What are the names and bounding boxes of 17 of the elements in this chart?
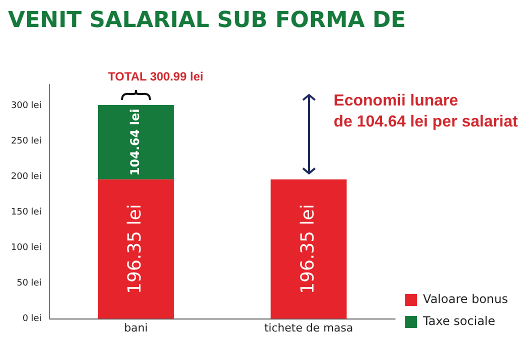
total-label: TOTAL 300.99 lei <box>108 69 204 84</box>
legend-label: Valoare bonus <box>423 292 508 306</box>
x-tick-label: bani <box>124 321 148 334</box>
y-tick-label: 0 lei <box>22 314 42 324</box>
y-tick-label: 200 lei <box>11 172 42 182</box>
y-tick-label: 100 lei <box>11 243 42 254</box>
data-label: 196.35 lei <box>297 204 318 294</box>
data-label: 104.64 lei <box>128 108 142 176</box>
data-label: 196.35 lei <box>124 204 146 294</box>
y-tick-label: 150 lei <box>11 208 42 218</box>
annotation: Economii lunare de 104.64 lei per salariat <box>334 92 518 130</box>
legend-label: Taxe sociale <box>422 314 496 328</box>
y-tick-label: 50 lei <box>16 278 42 289</box>
y-tick-label: 300 lei <box>11 101 42 112</box>
chart-title: VENIT SALARIAL SUB FORMA DE <box>8 8 406 33</box>
x-tick-label: tichete de masa <box>264 321 354 334</box>
y-tick-label: 250 lei <box>11 136 42 147</box>
